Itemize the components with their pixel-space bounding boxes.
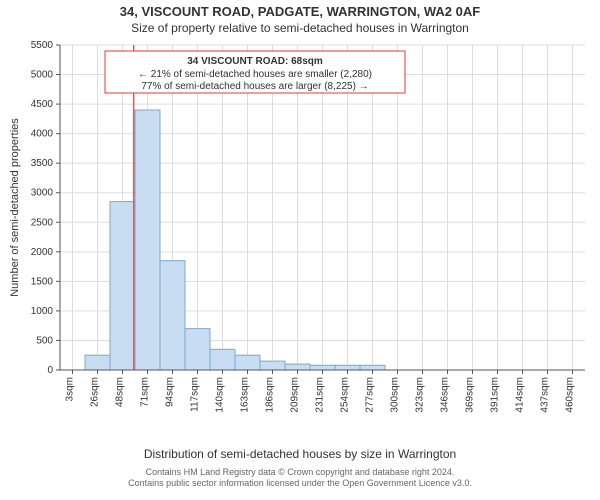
x-tick-label: 391sqm	[490, 377, 501, 413]
footer-line-1: Contains HM Land Registry data © Crown c…	[0, 467, 600, 478]
chart-area: 0 500 1000 1500 2000 2500 3000 3500 4000 4500 5000…	[0, 35, 600, 445]
x-tick-label: 163sqm	[240, 377, 251, 413]
x-tick-label: 323sqm	[415, 377, 426, 413]
histogram-bar	[85, 355, 110, 370]
x-tick-label: 300sqm	[390, 377, 401, 413]
svg-text:3500: 3500	[31, 158, 54, 169]
histogram-bar	[110, 202, 135, 370]
histogram-svg: 0 500 1000 1500 2000 2500 3000 3500 4000 4500 5000…	[0, 35, 600, 425]
svg-text:1000: 1000	[31, 306, 54, 317]
histogram-bar	[160, 261, 185, 370]
chart-title-address: 34, VISCOUNT ROAD, PADGATE, WARRINGTON, …	[0, 4, 600, 19]
x-tick-label: 460sqm	[565, 377, 576, 413]
svg-text:4000: 4000	[31, 129, 54, 140]
x-tick-label: 369sqm	[465, 377, 476, 413]
x-tick-label: 437sqm	[540, 377, 551, 413]
x-tick-label: 140sqm	[215, 377, 226, 413]
histogram-bar	[285, 364, 310, 370]
chart-subtitle: Size of property relative to semi-detach…	[0, 21, 600, 35]
svg-text:3000: 3000	[31, 188, 54, 199]
histogram-bar	[335, 365, 360, 370]
svg-text:4500: 4500	[31, 99, 54, 110]
svg-text:500: 500	[36, 335, 53, 346]
histogram-bar	[310, 365, 335, 370]
x-tick-label: 346sqm	[440, 377, 451, 413]
svg-text:0: 0	[47, 365, 53, 376]
annotation-line-2: ← 21% of semi-detached houses are smalle…	[138, 69, 372, 80]
svg-text:2500: 2500	[31, 217, 54, 228]
annotation-line-1: 34 VISCOUNT ROAD: 68sqm	[187, 56, 323, 67]
x-tick-label: 3sqm	[65, 377, 76, 401]
x-tick-label: 209sqm	[290, 377, 301, 413]
x-tick-label: 26sqm	[90, 377, 101, 407]
x-tick-label: 231sqm	[315, 377, 326, 413]
x-tick-label: 117sqm	[190, 377, 201, 412]
svg-text:2000: 2000	[31, 247, 54, 258]
x-tick-label: 414sqm	[515, 377, 526, 413]
histogram-bar	[210, 349, 235, 370]
svg-text:1500: 1500	[31, 276, 54, 287]
annotation-line-3: 77% of semi-detached houses are larger (…	[141, 81, 368, 92]
svg-text:5500: 5500	[31, 40, 54, 51]
x-tick-label: 186sqm	[265, 377, 276, 413]
histogram-bar	[260, 361, 285, 370]
x-tick-label: 71sqm	[140, 377, 151, 407]
y-axis-label: Number of semi-detached properties	[9, 118, 21, 297]
x-axis-title: Distribution of semi-detached houses by …	[0, 447, 600, 461]
x-tick-label: 277sqm	[365, 377, 376, 413]
histogram-bar	[185, 329, 210, 370]
x-tick-label: 48sqm	[115, 377, 126, 407]
x-tick-label: 94sqm	[165, 377, 176, 407]
x-tick-label: 254sqm	[340, 377, 351, 413]
svg-text:5000: 5000	[31, 70, 54, 81]
histogram-bar	[235, 355, 260, 370]
histogram-bar	[135, 110, 160, 370]
footer: Contains HM Land Registry data © Crown c…	[0, 467, 600, 490]
footer-line-2: Contains public sector information licen…	[0, 478, 600, 489]
histogram-bar	[360, 365, 385, 370]
